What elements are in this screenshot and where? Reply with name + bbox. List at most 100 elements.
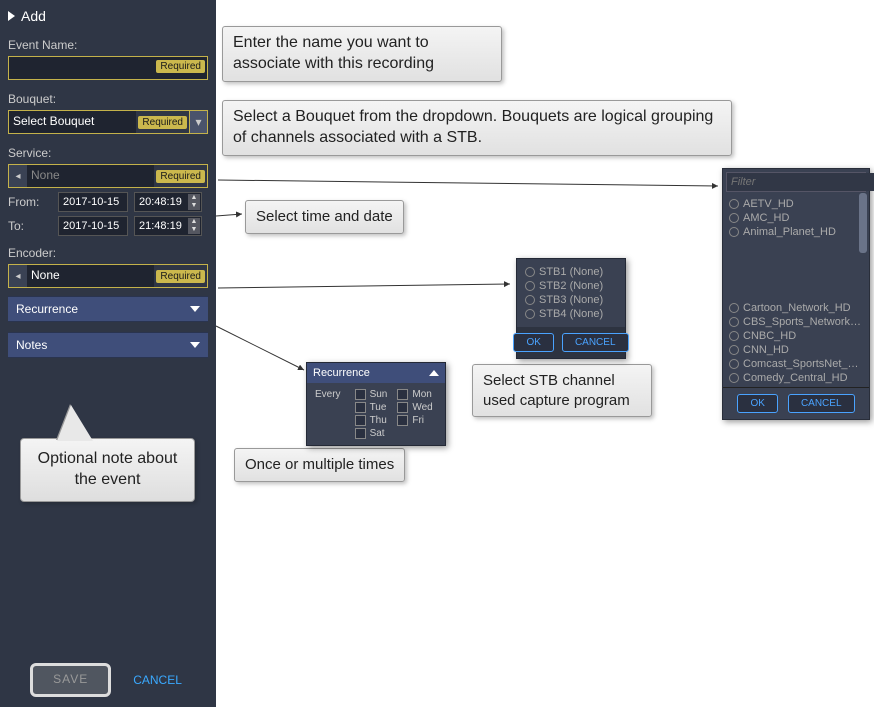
day-option[interactable]: Sat <box>355 428 388 439</box>
chevron-down-icon <box>190 342 200 348</box>
day-label: Sun <box>370 389 388 400</box>
day-option[interactable]: Wed <box>397 402 432 413</box>
channel-list-bottom: Cartoon_Network_HDCBS_Sports_Network_HDC… <box>723 299 869 387</box>
day-label: Tue <box>370 402 387 413</box>
stb-option-label: STB2 (None) <box>539 280 603 292</box>
channel-label: Cartoon_Network_HD <box>743 302 851 314</box>
add-panel: Add Event Name: Required Bouquet: Select… <box>0 0 216 707</box>
day-label: Sat <box>370 428 385 439</box>
stb-option[interactable]: STB3 (None) <box>525 293 617 307</box>
channel-option[interactable]: Comcast_SportsNet_New_Engla... <box>729 357 867 371</box>
channel-filter-input[interactable] <box>727 173 874 191</box>
radio-icon <box>729 331 739 341</box>
notes-accordion[interactable]: Notes <box>8 332 208 358</box>
channel-label: Comedy_Central_HD <box>743 372 848 384</box>
encoder-required: Required <box>156 270 205 283</box>
to-time[interactable]: 21:48:19 ▲▼ <box>134 216 202 236</box>
channel-label: CNN_HD <box>743 344 789 356</box>
channel-option[interactable]: Cartoon_Network_HD <box>729 301 867 315</box>
channel-option[interactable]: Animal_Planet_HD <box>729 225 867 239</box>
checkbox-icon <box>355 402 366 413</box>
stb-option[interactable]: STB4 (None) <box>525 307 617 321</box>
day-option[interactable]: Mon <box>397 389 432 400</box>
encoder-label: Encoder: <box>8 242 208 264</box>
bouquet-required: Required <box>138 116 187 129</box>
day-option[interactable]: Thu <box>355 415 388 426</box>
radio-icon <box>729 317 739 327</box>
from-time[interactable]: 20:48:19 ▲▼ <box>134 192 202 212</box>
stb-option-label: STB3 (None) <box>539 294 603 306</box>
stb-list: STB1 (None) STB2 (None) STB3 (None)STB4 (N… <box>517 259 625 327</box>
recurrence-accordion[interactable]: Recurrence <box>8 296 208 322</box>
radio-icon <box>729 373 739 383</box>
day-option[interactable]: Fri <box>397 415 432 426</box>
stb-popup: STB1 (None) STB2 (None) STB3 (None)STB4 (N… <box>516 258 626 359</box>
to-time-value: 21:48:19 <box>139 220 182 232</box>
radio-icon <box>729 359 739 369</box>
cancel-button[interactable]: CANCEL <box>129 663 186 697</box>
speech-tail <box>57 405 93 441</box>
bouquet-dropdown-icon[interactable]: ▾ <box>189 111 207 133</box>
channel-cancel-button[interactable]: CANCEL <box>788 394 855 413</box>
service-required: Required <box>156 170 205 183</box>
to-time-spinner[interactable]: ▲▼ <box>188 218 200 234</box>
channel-option[interactable]: CBS_Sports_Network_HD <box>729 315 867 329</box>
day-label: Wed <box>412 402 432 413</box>
service-select[interactable]: ◂ None Required <box>8 164 208 188</box>
day-option[interactable] <box>397 428 432 439</box>
channel-label: Animal_Planet_HD <box>743 226 836 238</box>
to-date[interactable]: 2017-10-15 <box>58 216 128 236</box>
recurrence-popup-title: Recurrence <box>313 367 370 379</box>
channel-label: CNBC_HD <box>743 330 796 342</box>
radio-icon <box>729 345 739 355</box>
recurrence-every-label: Every <box>315 389 341 439</box>
radio-icon <box>525 309 535 319</box>
day-option[interactable]: Tue <box>355 402 388 413</box>
stb-ok-button[interactable]: OK <box>513 333 553 352</box>
service-prev-icon[interactable]: ◂ <box>9 165 27 187</box>
channel-option[interactable]: AMC_HD <box>729 211 867 225</box>
channel-label: AETV_HD <box>743 198 794 210</box>
chevron-up-icon <box>429 370 439 376</box>
callout-notes-text: Optional note about the event <box>38 450 178 488</box>
from-time-spinner[interactable]: ▲▼ <box>188 194 200 210</box>
panel-title-row[interactable]: Add <box>8 6 208 34</box>
radio-icon <box>729 199 739 209</box>
channel-option[interactable]: CNN_HD <box>729 343 867 357</box>
callout-stb: Select STB channel used capture program <box>472 364 652 417</box>
checkbox-icon <box>397 402 408 413</box>
to-label: To: <box>8 219 52 233</box>
encoder-select[interactable]: ◂ None Required <box>8 264 208 288</box>
callout-event-name: Enter the name you want to associate wit… <box>222 26 502 82</box>
radio-icon <box>729 227 739 237</box>
radio-icon <box>525 267 535 277</box>
day-option[interactable]: Sun <box>355 389 388 400</box>
service-value: None <box>27 165 154 187</box>
channel-option[interactable]: Comedy_Central_HD <box>729 371 867 385</box>
day-grid: Sun Mon Tue Wed Thu Fri Sat <box>355 389 433 439</box>
stb-option[interactable]: STB2 (None) <box>525 279 617 293</box>
stb-option[interactable]: STB1 (None) <box>525 265 617 279</box>
stb-option-label: STB1 (None) <box>539 266 603 278</box>
radio-icon <box>729 213 739 223</box>
channel-scrollbar[interactable] <box>859 193 867 253</box>
radio-icon <box>525 295 535 305</box>
day-label: Thu <box>370 415 387 426</box>
channel-ok-button[interactable]: OK <box>737 394 777 413</box>
save-button[interactable]: SAVE <box>30 663 111 697</box>
chevron-down-icon <box>190 306 200 312</box>
channel-popup: ▾ AETV_HDAMC_HDAnimal_Planet_HD Cartoon_… <box>722 168 870 420</box>
from-row: From: 2017-10-15 20:48:19 ▲▼ <box>8 192 208 212</box>
checkbox-icon <box>397 415 408 426</box>
day-label: Fri <box>412 415 424 426</box>
bouquet-select[interactable]: Select Bouquet Required ▾ <box>8 110 208 134</box>
channel-option[interactable]: AETV_HD <box>729 197 867 211</box>
stb-cancel-button[interactable]: CANCEL <box>562 333 629 352</box>
panel-title: Add <box>21 8 46 24</box>
recurrence-popup-header[interactable]: Recurrence <box>307 363 445 383</box>
collapse-icon <box>8 11 15 21</box>
encoder-prev-icon[interactable]: ◂ <box>9 265 27 287</box>
channel-option[interactable]: CNBC_HD <box>729 329 867 343</box>
from-date[interactable]: 2017-10-15 <box>58 192 128 212</box>
stb-footer: OK CANCEL <box>517 327 625 358</box>
